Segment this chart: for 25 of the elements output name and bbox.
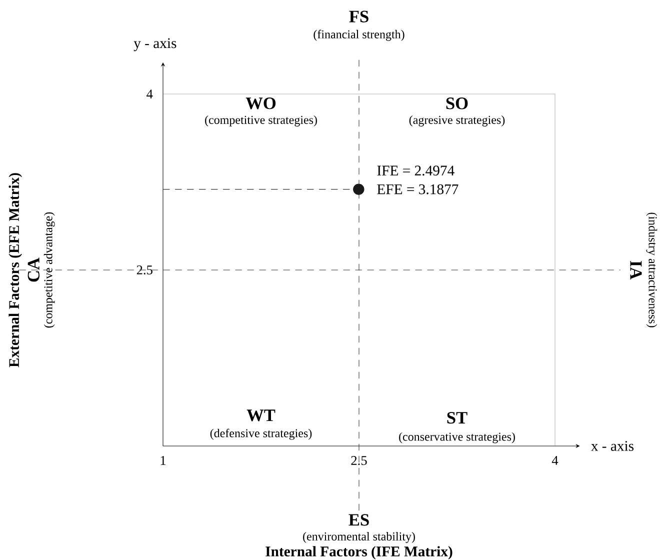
text: (industry attractiveness) (646, 212, 658, 328)
x-tick-label: 2.5 (351, 456, 367, 466)
annotation: SO (446, 98, 468, 110)
annotation: (agresive strategies) (409, 116, 505, 126)
text: FS (349, 10, 368, 22)
text: (competitive advantage) (44, 212, 55, 328)
text: x - axis (591, 441, 634, 451)
text: IA (630, 260, 642, 280)
annotation: (conservative strategies) (399, 432, 515, 444)
annotation: (defensive strategies) (210, 428, 312, 440)
x-tick-label: 4 (552, 456, 558, 465)
text: External Factors (EFE Matrix) (8, 173, 22, 368)
annotation: ST (447, 412, 468, 424)
annotation: WT (246, 410, 276, 422)
annotation: (competitive strategies) (205, 116, 317, 126)
text: Internal Factors (IFE Matrix) (266, 546, 452, 560)
annotation: WO (246, 98, 276, 110)
text: (enviromental stability) (303, 532, 415, 543)
x-tick-label: 1 (160, 456, 166, 465)
annotation: EFE = 3.1877 (377, 184, 458, 194)
text: CA (28, 258, 40, 282)
annotation: IFE = 2.4974 (377, 166, 454, 176)
text: (financial strength) (314, 30, 404, 41)
text: ES (348, 514, 369, 526)
text: y - axis (134, 38, 176, 52)
